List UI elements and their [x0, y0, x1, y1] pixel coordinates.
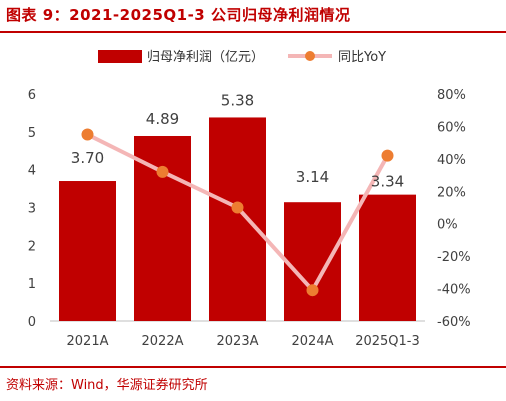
- bar: [359, 194, 416, 321]
- bar: [59, 181, 116, 321]
- y-right-tick-label: 60%: [437, 120, 466, 135]
- y-left-tick-label: 1: [28, 277, 36, 292]
- y-right-tick-label: -60%: [437, 315, 471, 330]
- y-right-tick-label: 40%: [437, 153, 466, 168]
- y-left-tick-label: 5: [28, 126, 36, 141]
- y-right-tick-label: 0%: [437, 218, 458, 233]
- bar-value-label: 3.70: [71, 149, 104, 167]
- legend: 归母净利润（亿元） 同比YoY: [98, 50, 386, 65]
- chart-title: 图表 9：2021-2025Q1-3 公司归母净利润情况: [6, 6, 351, 24]
- bar-value-label: 3.14: [296, 168, 329, 186]
- yoy-series: [81, 128, 394, 297]
- title-divider: [0, 31, 506, 33]
- x-tick-label: 2025Q1-3: [355, 334, 420, 349]
- x-tick-label: 2024A: [292, 334, 334, 349]
- yoy-point: [231, 201, 244, 214]
- footer-divider: [0, 366, 506, 368]
- yoy-point: [381, 149, 394, 162]
- data-labels: 3.70 4.89 5.38 3.14 3.34: [71, 91, 404, 190]
- x-tick-label: 2023A: [217, 334, 259, 349]
- y-left-tick-label: 0: [28, 315, 36, 330]
- y-right-tick-label: 20%: [437, 185, 466, 200]
- legend-line-label: 同比YoY: [338, 50, 386, 65]
- bar-value-label: 5.38: [221, 91, 254, 109]
- x-tick-label: 2021A: [67, 334, 109, 349]
- legend-bar-swatch: [98, 50, 142, 63]
- bar-value-label: 3.34: [371, 173, 404, 191]
- x-tick-label: 2022A: [142, 334, 184, 349]
- bar: [284, 202, 341, 321]
- axes: 0 1 2 3 4 5 6 -60% -40% -20% 0% 20% 40% 60% 80% 2021A 20…: [28, 88, 471, 349]
- bar: [209, 117, 266, 321]
- y-right-tick-label: -40%: [437, 283, 471, 298]
- chart-area: 归母净利润（亿元） 同比YoY 0 1 2 3 4 5 6 -60% -40% -20% 0% 20%…: [0, 33, 506, 363]
- yoy-point: [306, 284, 319, 297]
- y-left-tick-label: 3: [28, 202, 36, 217]
- y-right-tick-label: 80%: [437, 88, 466, 103]
- source-note: 资料来源：Wind，华源证券研究所: [6, 378, 208, 393]
- y-left-tick-label: 4: [28, 164, 36, 179]
- y-left-tick-label: 2: [28, 239, 36, 254]
- yoy-point: [81, 128, 94, 141]
- y-left-tick-label: 6: [28, 88, 36, 103]
- combo-chart: 归母净利润（亿元） 同比YoY 0 1 2 3 4 5 6 -60% -40% -20% 0% 20%…: [28, 50, 471, 349]
- yoy-point: [156, 165, 169, 178]
- legend-bar-label: 归母净利润（亿元）: [147, 50, 264, 65]
- bar-value-label: 4.89: [146, 110, 179, 128]
- y-right-tick-label: -20%: [437, 250, 471, 265]
- legend-line-marker: [305, 51, 315, 61]
